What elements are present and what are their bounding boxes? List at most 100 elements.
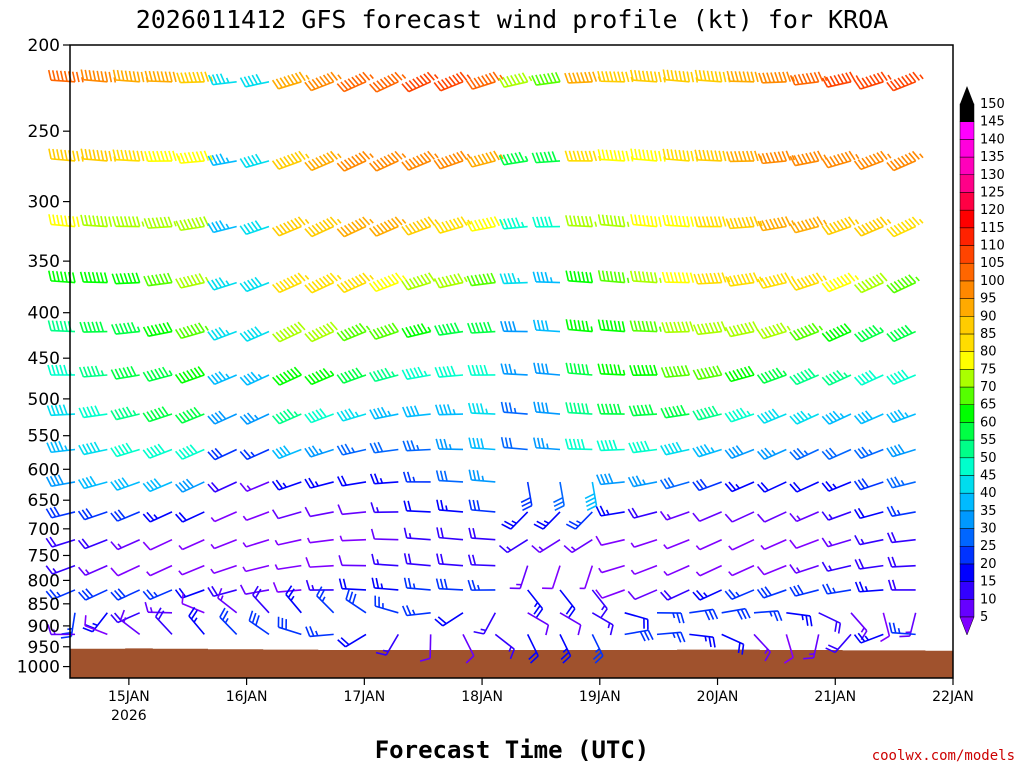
wind-barb: [850, 612, 868, 641]
colorbar-label: 150: [980, 97, 1005, 112]
wind-barb: [336, 216, 374, 238]
wind-barb: [174, 366, 205, 384]
y-tick-label: 550: [28, 427, 60, 447]
wind-barb: [78, 588, 108, 601]
wind-barb: [403, 577, 431, 591]
wind-barb: [368, 367, 399, 383]
wind-barb: [465, 71, 504, 90]
wind-barb: [175, 150, 214, 164]
wind-barb: [724, 407, 755, 423]
wind-barb: [532, 271, 561, 284]
wind-barb: [336, 150, 374, 172]
wind-barb: [368, 216, 407, 237]
wind-barb: [756, 408, 787, 424]
wind-barb: [336, 443, 367, 456]
wind-barb: [110, 564, 141, 577]
wind-barb: [789, 71, 828, 86]
wind-barb: [597, 319, 626, 333]
x-tick-sublabel: 2026: [111, 708, 147, 724]
wind-barb: [48, 270, 76, 284]
wind-barb: [468, 437, 496, 451]
colorbar-label: 145: [980, 115, 1005, 130]
wind-barb: [401, 71, 439, 93]
wind-barb: [559, 612, 582, 636]
wind-barb: [803, 634, 820, 660]
wind-barb: [142, 321, 173, 337]
wind-barb: [662, 69, 699, 83]
colorbar-top-triangle: [960, 86, 974, 104]
wind-barb: [466, 216, 504, 232]
wind-barb: [565, 511, 593, 530]
wind-barb: [595, 535, 625, 546]
wind-barb: [757, 150, 796, 165]
chart-title: 2026011412 GFS forecast wind profile (kt…: [136, 5, 889, 34]
wind-barb: [370, 528, 399, 541]
colorbar-label: 125: [980, 185, 1005, 200]
colorbar-label: 65: [980, 398, 997, 413]
wind-barb: [468, 527, 496, 541]
wind-barb: [565, 215, 598, 228]
wind-barb: [242, 564, 270, 573]
wind-barb: [304, 408, 334, 424]
wind-barb: [110, 509, 140, 522]
wind-barb: [78, 441, 108, 456]
wind-barb: [142, 511, 173, 523]
wind-barb: [853, 446, 884, 459]
wind-barb: [143, 216, 177, 229]
wind-barb: [663, 538, 690, 550]
y-tick-label: 600: [28, 460, 60, 480]
credit-text: coolwx.com/models: [872, 748, 1015, 764]
colorbar-label: 135: [980, 150, 1005, 165]
wind-barb: [175, 216, 210, 232]
wind-barb: [880, 612, 891, 643]
wind-barb: [242, 538, 270, 548]
colorbar-swatch: [959, 174, 975, 193]
wind-barb: [532, 319, 561, 333]
wind-barb: [435, 470, 464, 483]
wind-barb: [110, 538, 140, 551]
wind-barb: [757, 481, 787, 493]
wind-barb: [207, 410, 237, 425]
wind-barb: [565, 362, 593, 376]
wind-barb: [436, 527, 464, 541]
wind-barb: [207, 153, 237, 167]
wind-barb: [175, 511, 205, 523]
wind-barb: [433, 71, 472, 92]
wind-barb: [630, 148, 666, 162]
colorbar-label: 115: [980, 221, 1005, 236]
y-tick-label: 300: [28, 193, 60, 213]
wind-barb: [724, 589, 755, 600]
wind-barb: [532, 216, 561, 228]
wind-barb: [271, 150, 310, 170]
wind-barb: [77, 508, 108, 521]
wind-barb: [629, 364, 658, 377]
wind-barb: [753, 610, 783, 622]
wind-barb: [305, 557, 334, 568]
wind-barb: [886, 532, 916, 544]
wind-barb: [336, 322, 371, 342]
wind-barb: [336, 367, 367, 384]
wind-barb: [80, 148, 117, 162]
x-tick-label: 19JAN: [579, 689, 621, 705]
wind-barb: [45, 506, 76, 519]
wind-barb: [271, 216, 310, 237]
wind-barb: [401, 272, 436, 291]
wind-barb: [500, 363, 528, 376]
wind-barb: [661, 271, 695, 284]
wind-barb: [659, 510, 690, 521]
wind-barb: [630, 214, 662, 228]
wind-barb: [271, 71, 310, 90]
y-tick-label: 650: [28, 491, 60, 511]
wind-barb: [591, 634, 604, 664]
wind-barb: [725, 272, 763, 287]
wind-barb: [369, 406, 399, 420]
wind-barb: [239, 412, 270, 425]
wind-barb: [564, 438, 593, 451]
wind-barb: [210, 511, 237, 523]
wind-barb: [533, 437, 561, 451]
wind-barb: [176, 71, 214, 84]
wind-barb: [338, 555, 367, 567]
wind-barb: [789, 511, 819, 523]
wind-barb: [77, 538, 108, 550]
wind-barb: [46, 440, 76, 454]
